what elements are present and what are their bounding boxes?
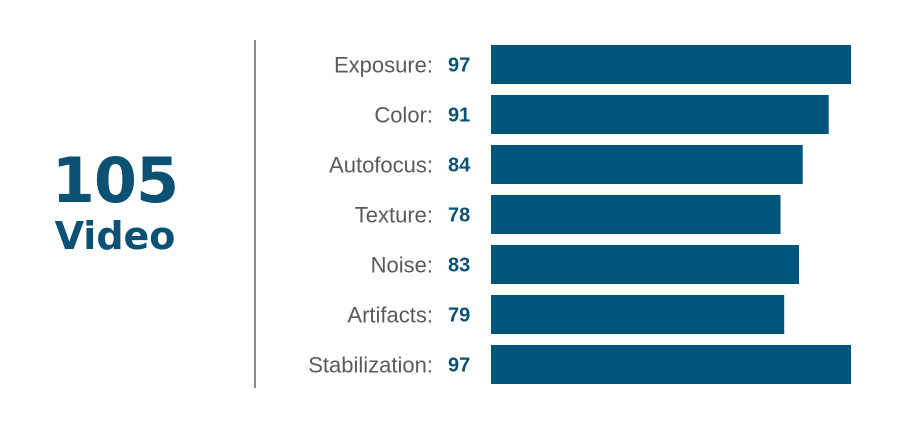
bar	[491, 295, 785, 334]
bar	[491, 95, 829, 134]
category-label: Stabilization:	[308, 353, 433, 378]
value-label: 91	[448, 105, 470, 127]
bar	[491, 145, 803, 184]
category-label: Artifacts:	[347, 303, 433, 328]
value-label: 97	[448, 55, 470, 77]
value-label: 84	[448, 155, 471, 177]
category-label: Exposure:	[334, 53, 433, 78]
bar	[491, 245, 799, 284]
score-category: Video	[54, 214, 176, 258]
value-label: 83	[448, 255, 470, 277]
value-label: 97	[448, 355, 470, 377]
category-label: Color:	[374, 103, 433, 128]
category-label: Texture:	[355, 203, 433, 228]
overall-score: 105	[51, 144, 179, 217]
bar	[491, 345, 851, 384]
category-label: Noise:	[371, 253, 433, 278]
score-block: 105 Video	[0, 144, 230, 259]
value-label: 78	[448, 205, 470, 227]
category-label: Autofocus:	[329, 153, 433, 178]
value-label: 79	[448, 305, 470, 327]
divider	[254, 40, 256, 388]
bar	[491, 195, 781, 234]
bar	[491, 45, 851, 84]
